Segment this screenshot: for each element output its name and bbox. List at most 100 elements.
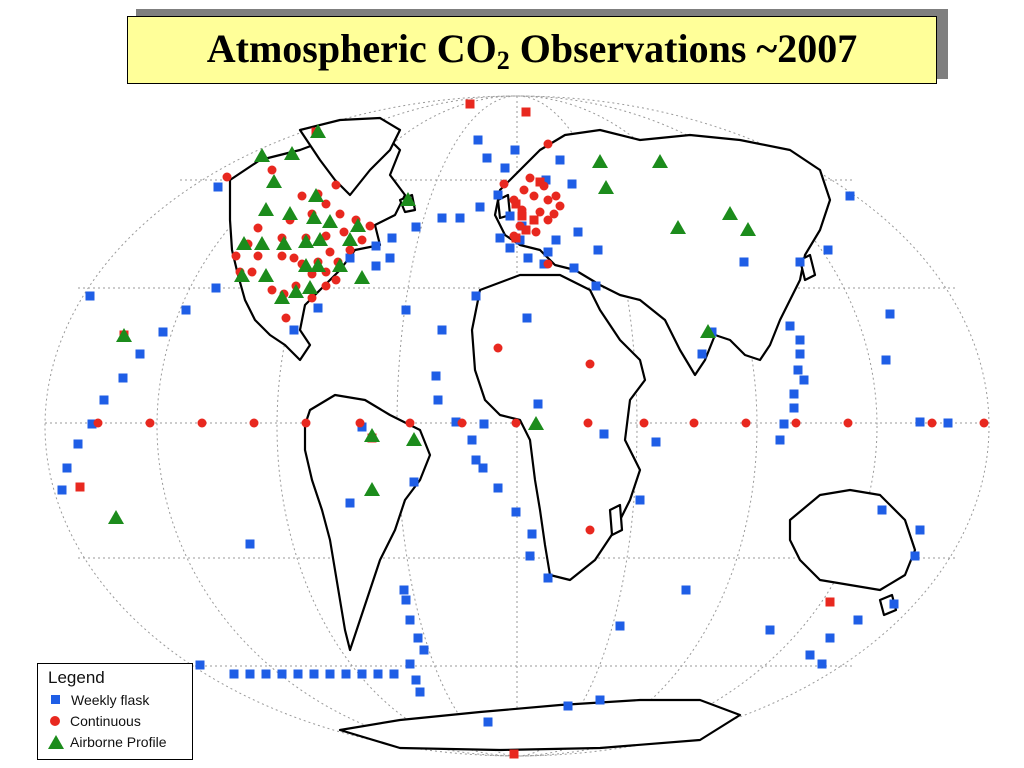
airborne-profile-marker [298,258,314,272]
continuous-marker [331,180,341,190]
continuous-marker [583,418,593,428]
continuous-marker [405,418,415,428]
airborne-profile-marker [306,210,322,224]
continuous-marker [543,215,553,225]
weekly-flask-marker [591,281,601,291]
legend-label: Airborne Profile [70,733,167,750]
continuous-marker [509,231,519,241]
continuous-marker [335,209,345,219]
weekly-flask-marker [595,695,605,705]
weekly-flask-marker [543,573,553,583]
continuous-marker [791,418,801,428]
airborne-profile-marker [234,268,250,282]
airborne-profile-marker [116,328,132,342]
weekly-flask-marker [261,669,271,679]
continuous-marker [585,525,595,535]
continuous-marker [267,165,277,175]
continuous-marker [331,275,341,285]
weekly-flask-marker [482,153,492,163]
continuous-marker [525,173,535,183]
continuous-marker [253,223,263,233]
weekly-flask-marker [313,303,323,313]
africa [470,273,647,582]
weekly-flask-marker [805,650,815,660]
weekly-flask-marker [195,660,205,670]
weekly-flask-marker [118,373,128,383]
legend-label: Continuous [70,712,141,729]
weekly-flask-marker [795,257,805,267]
australia [788,488,917,592]
continuous-marker [222,172,232,182]
continuous-marker [93,418,103,428]
continuous-marker [457,418,467,428]
continuous-marker [325,247,335,257]
continuous-marker [535,207,545,217]
weekly-flask-marker [789,389,799,399]
weekly-flask-marker [99,395,109,405]
airborne-profile-marker [288,284,304,298]
airborne-profile-marker [350,218,366,232]
legend-label: Weekly flask [71,691,150,708]
continuous-marker [297,191,307,201]
weekly-flask-marker [309,669,319,679]
weekly-flask-marker [543,247,553,257]
airborne-profile-marker [310,258,326,272]
weekly-flask-marker [371,261,381,271]
weekly-flask-marker [415,687,425,697]
continuous-marker [927,418,937,428]
weekly-flask-marker [371,241,381,251]
weekly-flask-marker [522,313,532,323]
weekly-flask-marker [877,505,887,515]
continuous-marker [493,343,503,353]
observation-sites [57,99,989,759]
airborne-profile-marker [302,280,318,294]
weekly-flask-marker [523,253,533,263]
continuous-marker [517,205,527,215]
airborne-profile-marker [254,236,270,250]
continuous-marker [289,253,299,263]
weekly-flask-marker [793,365,803,375]
continuous-marker [339,227,349,237]
weekly-flask-marker [451,417,461,427]
continuous-marker [555,201,565,211]
airborne-profile-marker [400,192,416,206]
weekly-flask-marker [845,191,855,201]
south-america [303,393,432,652]
weekly-flask-marker [651,437,661,447]
continuous-marker [321,231,331,241]
title-banner: Atmospheric CO2 Observations ~2007 [127,16,937,84]
weekly-flask-marker [943,418,953,428]
airborne-profile-marker [652,154,668,168]
weekly-flask-marker [529,215,539,225]
airborne-profile-marker [722,206,738,220]
weekly-flask-marker [593,245,603,255]
weekly-flask-marker [245,539,255,549]
continuous-marker [843,418,853,428]
weekly-flask-marker [889,599,899,609]
weekly-flask-marker [389,669,399,679]
weekly-flask-marker [795,335,805,345]
weekly-flask-marker [615,621,625,631]
legend-item-continuous: Continuous [48,710,182,731]
airborne-profile-marker [308,188,324,202]
weekly-flask-marker [599,429,609,439]
weekly-flask-marker [437,325,447,335]
weekly-flask-marker [135,349,145,359]
continuous-marker [543,139,553,149]
triangle-icon [48,734,64,749]
weekly-flask-marker [475,202,485,212]
weekly-flask-marker [555,155,565,165]
weekly-flask-marker [527,529,537,539]
weekly-flask-marker [779,419,789,429]
continuous-marker [321,281,331,291]
weekly-flask-marker [277,669,287,679]
continuous-marker [365,221,375,231]
continuous-marker [281,313,291,323]
weekly-flask-marker [345,498,355,508]
continuous-marker [345,245,355,255]
airborne-profile-marker [670,220,686,234]
airborne-profile-marker [700,324,716,338]
weekly-flask-marker [853,615,863,625]
weekly-flask-marker [73,439,83,449]
airborne-profile-marker [236,236,252,250]
